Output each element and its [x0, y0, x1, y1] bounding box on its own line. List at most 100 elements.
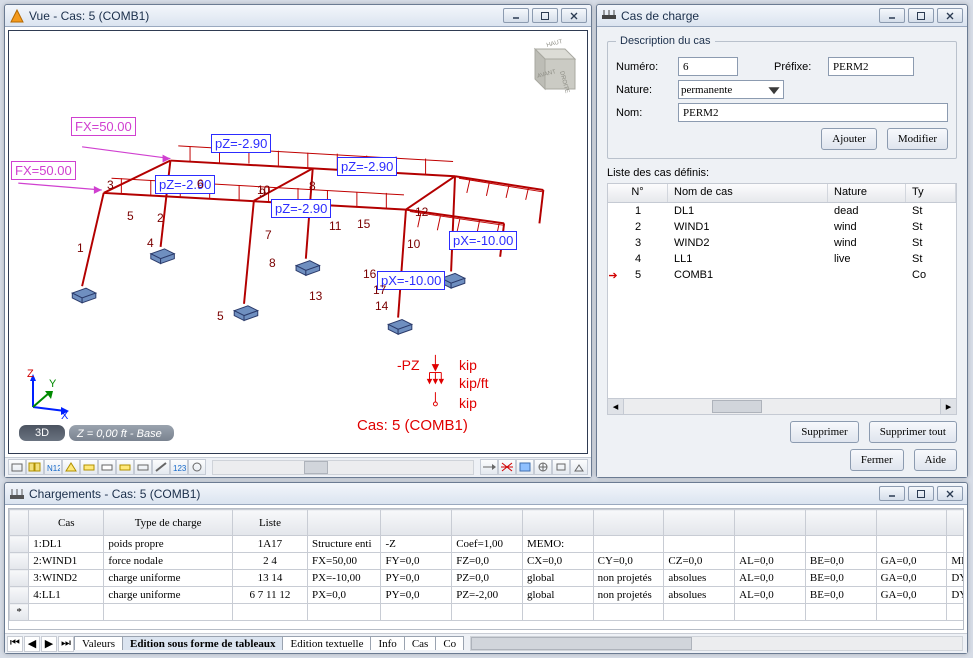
- label-px1: pX=-10.00: [449, 231, 517, 250]
- label-fx1: FX=50.00: [71, 117, 136, 136]
- load-row[interactable]: 1:DL1poids propre1A17Structure enti-ZCoe…: [10, 536, 965, 553]
- cas-window: Cas de charge Description du cas Numéro:…: [596, 4, 968, 478]
- maximize-button[interactable]: [532, 8, 558, 23]
- scroll-left-icon[interactable]: ◂: [608, 399, 624, 414]
- chevron-down-icon: [767, 83, 781, 97]
- label-fx2: FX=50.00: [11, 161, 76, 180]
- tool-icon[interactable]: [116, 459, 134, 475]
- close-button[interactable]: [937, 486, 963, 501]
- ajouter-button[interactable]: Ajouter: [821, 128, 877, 150]
- minimize-button[interactable]: [503, 8, 529, 23]
- maximize-button[interactable]: [908, 486, 934, 501]
- close-button[interactable]: [561, 8, 587, 23]
- tab-prev-icon[interactable]: ◀: [24, 636, 40, 652]
- fermer-button[interactable]: Fermer: [850, 449, 904, 471]
- load-row[interactable]: 4:LL1charge uniforme6 7 11 12PX=0,0PY=0,…: [10, 587, 965, 604]
- load-row[interactable]: *: [10, 604, 965, 621]
- app-icon: [9, 8, 25, 24]
- tab-next-icon[interactable]: ▶: [41, 636, 57, 652]
- tab[interactable]: Info: [370, 636, 404, 650]
- svg-text:123: 123: [173, 464, 186, 473]
- tool-icon[interactable]: [98, 459, 116, 475]
- current-row-arrow-icon: ➔: [607, 269, 620, 282]
- maximize-button[interactable]: [908, 8, 934, 23]
- tool-icon[interactable]: [498, 459, 516, 475]
- svg-text:Y: Y: [49, 378, 57, 390]
- vue-toolstrip: N12 123: [5, 457, 591, 477]
- tool-icon[interactable]: [534, 459, 552, 475]
- axes-triad: Z Y X: [21, 369, 71, 419]
- tab-first-icon[interactable]: ⏮: [7, 636, 23, 652]
- vue-viewport[interactable]: HAUT DROITE AVANT: [8, 30, 588, 454]
- svg-text:X: X: [61, 410, 69, 419]
- view-mode-3d[interactable]: 3D: [19, 425, 65, 441]
- tab[interactable]: Cas: [404, 636, 437, 650]
- chg-title: Chargements - Cas: 5 (COMB1): [29, 487, 879, 501]
- aide-button[interactable]: Aide: [914, 449, 957, 471]
- vue-titlebar[interactable]: Vue - Cas: 5 (COMB1): [5, 5, 591, 27]
- cas-title: Cas de charge: [621, 9, 879, 23]
- numero-input[interactable]: [678, 57, 738, 76]
- case-row[interactable]: 1DL1deadSt: [608, 203, 956, 219]
- legend-icons: [428, 355, 444, 406]
- minimize-button[interactable]: [879, 486, 905, 501]
- tool-icon[interactable]: [516, 459, 534, 475]
- load-row[interactable]: 2:WIND1force nodale2 4FX=50,00FY=0,0FZ=0…: [10, 553, 965, 570]
- label-px2: pX=-10.00: [377, 271, 445, 290]
- loads-tabstrip: ⏮ ◀ ▶ ⏭ ValeursEdition sous forme de tab…: [5, 633, 967, 653]
- case-row[interactable]: 2WIND1windSt: [608, 219, 956, 235]
- tool-icon[interactable]: [80, 459, 98, 475]
- tool-icon[interactable]: [62, 459, 80, 475]
- case-list-body[interactable]: 1DL1deadSt2WIND1windSt3WIND2windSt4LL1li…: [607, 203, 957, 399]
- loadcase-icon: [601, 8, 617, 24]
- cas-titlebar[interactable]: Cas de charge: [597, 5, 967, 27]
- label-pz3: pZ=-2.90: [337, 157, 397, 176]
- label-pz2: pZ=-2.90: [155, 175, 215, 194]
- svg-text:Z: Z: [27, 369, 34, 380]
- tool-icon[interactable]: [552, 459, 570, 475]
- chg-titlebar[interactable]: Chargements - Cas: 5 (COMB1): [5, 483, 967, 505]
- vue-title: Vue - Cas: 5 (COMB1): [29, 9, 503, 23]
- viewport-hscroll[interactable]: [212, 460, 474, 475]
- loads-icon: [9, 486, 25, 502]
- tab-last-icon[interactable]: ⏭: [58, 636, 74, 652]
- tool-icon[interactable]: [134, 459, 152, 475]
- case-row[interactable]: ➔5COMB1Co: [608, 267, 956, 283]
- tool-icon[interactable]: [8, 459, 26, 475]
- tool-icon[interactable]: [480, 459, 498, 475]
- case-list-header[interactable]: N° Nom de cas Nature Ty: [607, 183, 957, 203]
- tab[interactable]: Valeurs: [74, 636, 123, 650]
- tool-icon[interactable]: [26, 459, 44, 475]
- tab[interactable]: Edition sous forme de tableaux: [122, 636, 283, 650]
- tool-icon[interactable]: 123: [170, 459, 188, 475]
- modifier-button[interactable]: Modifier: [887, 128, 948, 150]
- vue-window: Vue - Cas: 5 (COMB1) HAUT DROITE AVANT: [4, 4, 592, 478]
- label-pz1: pZ=-2.90: [211, 134, 271, 153]
- tab-hscroll[interactable]: [470, 636, 963, 651]
- minimize-button[interactable]: [879, 8, 905, 23]
- nature-select[interactable]: permanente: [678, 80, 784, 99]
- viewport-status: Z = 0,00 ft - Base: [69, 425, 174, 441]
- tool-icon[interactable]: [570, 459, 588, 475]
- case-list-hscroll[interactable]: ◂ ▸: [607, 399, 957, 415]
- tab[interactable]: Co: [435, 636, 464, 650]
- prefixe-input[interactable]: [828, 57, 914, 76]
- load-row[interactable]: 3:WIND2charge uniforme13 14PX=-10,00PY=0…: [10, 570, 965, 587]
- label-pz4: pZ=-2.90: [271, 199, 331, 218]
- tool-icon[interactable]: [152, 459, 170, 475]
- close-button[interactable]: [937, 8, 963, 23]
- nom-input[interactable]: [678, 103, 948, 122]
- tool-icon[interactable]: [188, 459, 206, 475]
- case-list: Liste des cas définis: N° Nom de cas Nat…: [607, 165, 957, 443]
- supprimer-tout-button[interactable]: Supprimer tout: [869, 421, 957, 443]
- tab[interactable]: Edition textuelle: [282, 636, 371, 650]
- scroll-right-icon[interactable]: ▸: [940, 399, 956, 414]
- case-row[interactable]: 4LL1liveSt: [608, 251, 956, 267]
- loads-grid[interactable]: CasType de chargeListe1:DL1poids propre1…: [8, 508, 964, 630]
- tool-icon[interactable]: N12: [44, 459, 62, 475]
- svg-text:N12: N12: [47, 464, 60, 473]
- chargements-window: Chargements - Cas: 5 (COMB1) CasType de …: [4, 482, 968, 654]
- description-group: Description du cas Numéro: Préfixe: Natu…: [607, 35, 957, 159]
- supprimer-button[interactable]: Supprimer: [790, 421, 858, 443]
- case-row[interactable]: 3WIND2windSt: [608, 235, 956, 251]
